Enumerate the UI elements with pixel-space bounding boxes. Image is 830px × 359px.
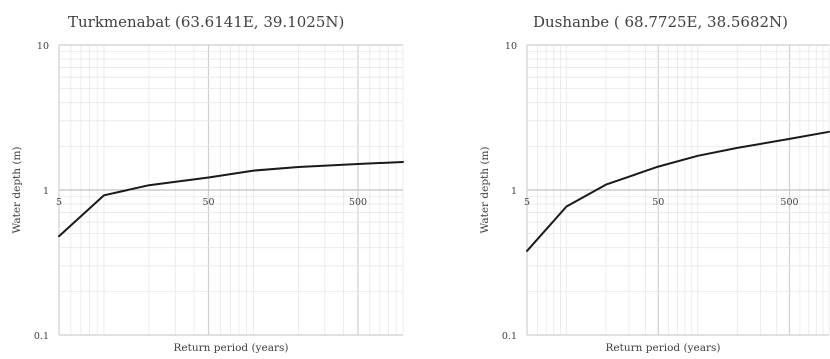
x-tick-label: 50	[652, 197, 664, 208]
x-tick-label: 500	[349, 197, 367, 208]
chart-2: 5 50 500 10 1 0.1 Dushanbe ( 68.7725E, 38.5682…	[479, 13, 830, 354]
y-tick-label: 1	[511, 186, 517, 197]
y-tick-label: 0.1	[502, 331, 517, 342]
y-tick-label: 0.1	[34, 331, 49, 342]
y-tick-label: 10	[505, 41, 517, 52]
chart-1: 5 50 500 10 1 0.1 Turkmenabat (63.6141E, 39.10…	[11, 13, 404, 354]
series-line	[58, 161, 404, 238]
y-axis-label: Water depth (m)	[479, 146, 491, 233]
y-axis-label: Water depth (m)	[11, 146, 23, 233]
chart-title: Dushanbe ( 68.7725E, 38.5682N)	[533, 13, 788, 31]
x-axis-label: Return period (years)	[174, 342, 289, 354]
x-tick-label: 500	[780, 197, 798, 208]
x-tick-label: 5	[524, 197, 530, 208]
chart-title: Turkmenabat (63.6141E, 39.1025N)	[68, 13, 344, 31]
x-tick-label: 5	[56, 197, 62, 208]
y-tick-label: 10	[37, 41, 49, 52]
x-axis-label: Return period (years)	[606, 342, 721, 354]
x-tick-label: 50	[202, 197, 214, 208]
series-line	[526, 130, 830, 252]
y-tick-label: 1	[43, 186, 49, 197]
